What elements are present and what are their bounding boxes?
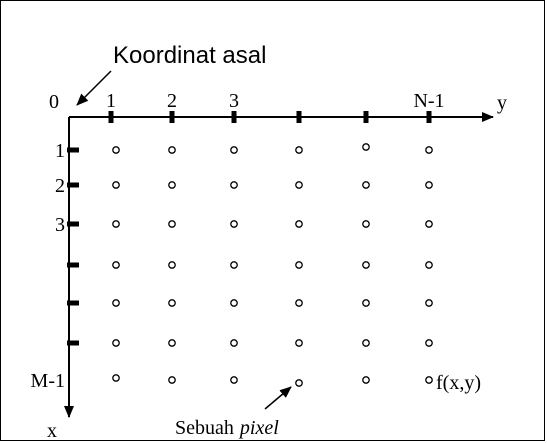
pixel-dot	[112, 261, 120, 269]
pixel-dot	[230, 339, 238, 347]
pixel-caption-arrow	[264, 386, 292, 410]
pixel-dot	[362, 261, 370, 269]
pixel-dot	[230, 220, 238, 228]
row-tick-1	[67, 147, 79, 153]
col-tick-3	[231, 111, 237, 123]
pixel-caption-prefix: Sebuah	[175, 417, 234, 439]
pixel-dot	[230, 376, 238, 384]
pixel-dot	[362, 220, 370, 228]
col-tick-4	[296, 111, 302, 123]
pixel-dot	[112, 181, 120, 189]
row-label: M-1	[31, 370, 65, 392]
pixel-dot	[112, 299, 120, 307]
pixel-dot	[362, 299, 370, 307]
pixel-dot	[112, 146, 120, 154]
y-axis-label: y	[497, 92, 507, 114]
origin-caption-arrow	[76, 70, 112, 106]
pixel-dot	[112, 374, 120, 382]
row-label: 1	[55, 140, 65, 162]
pixel-dot	[112, 339, 120, 347]
row-tick-6	[67, 340, 79, 346]
col-label: 2	[167, 90, 177, 112]
row-tick-4	[67, 262, 79, 268]
pixel-dot	[295, 146, 303, 154]
pixel-dot	[425, 376, 433, 384]
origin-caption: Koordinat asal	[113, 42, 266, 69]
pixel-dot	[425, 181, 433, 189]
origin-label: 0	[49, 91, 59, 113]
col-label: 1	[106, 90, 116, 112]
pixel-dot	[295, 181, 303, 189]
row-tick-2	[67, 182, 79, 188]
pixel-caption-emphasis: pixel	[238, 417, 279, 439]
pixel-dot	[362, 339, 370, 347]
pixel-dot	[425, 339, 433, 347]
pixel-dot	[295, 299, 303, 307]
pixel-caption: Sebuah pixel	[175, 417, 279, 439]
row-tick-5	[67, 300, 79, 306]
pixel-dot	[362, 143, 370, 151]
pixel-dot	[112, 220, 120, 228]
col-label: 3	[229, 90, 239, 112]
pixel-dot	[230, 261, 238, 269]
row-label: 2	[55, 175, 65, 197]
row-tick-3	[67, 221, 79, 227]
pixel-dot	[295, 220, 303, 228]
pixel-dot	[168, 376, 176, 384]
col-tick-5	[363, 111, 369, 123]
col-tick-2	[169, 111, 175, 123]
pixel-dot	[295, 339, 303, 347]
pixel-dot	[168, 299, 176, 307]
pixel-dot	[425, 220, 433, 228]
pixel-dot	[362, 181, 370, 189]
pixel-dot	[230, 299, 238, 307]
pixel-dot	[362, 376, 370, 384]
x-axis-label: x	[47, 420, 57, 442]
pixel-dot	[425, 261, 433, 269]
pixel-dot	[230, 146, 238, 154]
col-label: N-1	[413, 90, 444, 112]
pixel-dot	[295, 261, 303, 269]
pixel-dot	[168, 339, 176, 347]
pixel-dot	[168, 261, 176, 269]
row-label: 3	[55, 214, 65, 236]
pixel-dot	[168, 146, 176, 154]
pixel-dot	[425, 146, 433, 154]
col-tick-1	[108, 111, 114, 123]
pixel-dot	[230, 181, 238, 189]
col-tick-6	[426, 111, 432, 123]
pixel-dot	[425, 299, 433, 307]
pixel-dot	[295, 379, 303, 387]
pixel-value-label: f(x,y)	[436, 372, 481, 394]
pixel-dot	[168, 181, 176, 189]
pixel-dot	[168, 220, 176, 228]
